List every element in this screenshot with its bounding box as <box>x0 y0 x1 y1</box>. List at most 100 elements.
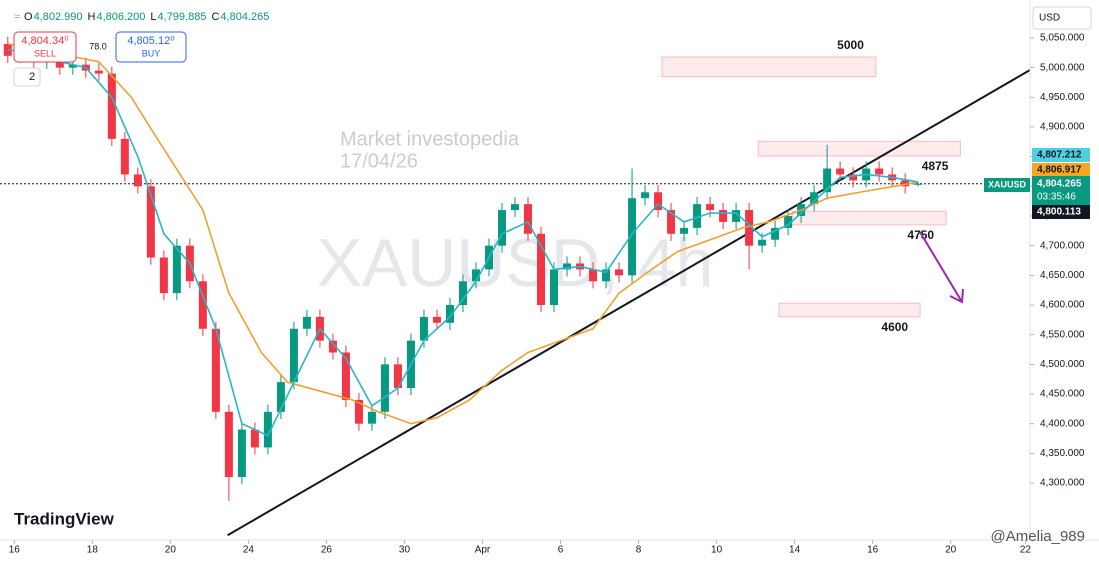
candle-body <box>133 174 142 187</box>
moving-average <box>7 43 919 425</box>
candle-body <box>497 210 506 246</box>
price-label-name: XAUUSD <box>988 179 1027 189</box>
watermark-symbol: XAUUSD, 4h <box>317 225 714 301</box>
candle-body <box>172 245 181 294</box>
x-tick-label: 20 <box>165 545 177 556</box>
x-tick-label: 16 <box>9 545 21 556</box>
candle-body <box>602 269 611 282</box>
y-tick-label: 4,400.000 <box>1040 418 1085 429</box>
x-tick-label: 30 <box>399 545 411 556</box>
candle-body <box>198 281 207 329</box>
trendline <box>227 69 1031 537</box>
sell-button[interactable] <box>13 31 77 63</box>
candle-body <box>641 192 650 199</box>
candle-body <box>628 198 637 276</box>
candle-body <box>419 316 428 341</box>
indicators-count[interactable]: 2 <box>29 71 35 83</box>
sell-label[interactable]: SELL <box>34 48 56 58</box>
candle-body <box>211 328 220 412</box>
candle-body <box>758 239 767 246</box>
candle-body <box>823 168 832 193</box>
x-tick-label: 8 <box>636 545 642 556</box>
candle-body <box>250 429 259 448</box>
price-label-value: 4,804.265 <box>1037 179 1082 190</box>
ohlc-key: C <box>211 11 219 23</box>
zone-label: 4600 <box>881 320 908 334</box>
candle-body <box>784 216 793 228</box>
logo: TradingView <box>14 509 115 528</box>
price-label-timer: 03:35:46 <box>1037 192 1076 203</box>
x-tick-label: 24 <box>243 545 255 556</box>
y-tick-label: 4,700.000 <box>1040 240 1085 251</box>
candle-body <box>667 210 676 234</box>
candle-body <box>445 305 454 323</box>
y-tick-label: 5,050.000 <box>1040 33 1085 44</box>
candle-body <box>458 281 467 306</box>
candle-body <box>263 411 272 448</box>
candle-body <box>341 352 350 400</box>
candle-body <box>276 382 285 412</box>
currency-select[interactable] <box>1032 6 1092 30</box>
zone <box>791 210 947 226</box>
candle-body <box>224 411 233 478</box>
plot: 5000487547504600 <box>0 36 1031 537</box>
candle-body <box>550 269 559 306</box>
candle-body <box>589 269 598 282</box>
candle-body <box>732 210 741 222</box>
ohlc-key: L <box>150 11 156 23</box>
x-tick-label: 20 <box>945 545 957 556</box>
candle-body <box>680 227 689 234</box>
x-tick-label: 14 <box>789 545 801 556</box>
candle-body <box>3 43 12 56</box>
zone <box>661 56 877 78</box>
sell-price[interactable]: 4,804.34⁰ <box>21 35 69 47</box>
candle-body <box>745 210 754 246</box>
arrow-head <box>949 288 964 304</box>
watermark-line2: 17/04/26 <box>340 150 418 172</box>
ohlc-value: 4,802.990 <box>34 11 83 23</box>
candle-body <box>55 58 64 68</box>
zone <box>757 140 961 157</box>
watermark-line1: Market investopedia <box>340 128 520 150</box>
candle-body <box>654 192 663 211</box>
symbol-icon: ≈ <box>14 11 20 23</box>
buy-price[interactable]: 4,805.12⁰ <box>127 35 175 47</box>
candle-body <box>719 210 728 222</box>
candle-body <box>810 192 819 205</box>
candle-body <box>367 411 376 424</box>
price-label-value: 4,806.917 <box>1037 165 1082 176</box>
candle-body <box>432 316 441 323</box>
ohlc-value: 4,799.885 <box>158 11 207 23</box>
ohlc-key: H <box>88 11 96 23</box>
arrow <box>919 231 963 303</box>
x-tick-label: 18 <box>87 545 99 556</box>
candle-body <box>849 174 858 181</box>
candle-body <box>380 364 389 412</box>
candle-body <box>393 364 402 389</box>
candle-body <box>302 316 311 329</box>
y-tick-label: 4,950.000 <box>1040 92 1085 103</box>
candle-body <box>836 168 845 175</box>
price-label-bg <box>1032 148 1090 162</box>
x-tick-label: 10 <box>711 545 723 556</box>
zone-label: 4875 <box>922 159 949 173</box>
candle-body <box>693 204 702 228</box>
y-tick-label: 4,900.000 <box>1040 122 1085 133</box>
price-label-bg <box>984 178 1030 192</box>
candle-body <box>875 168 884 175</box>
candle-body <box>120 138 129 175</box>
candle-body <box>914 183 923 185</box>
buy-label[interactable]: BUY <box>142 48 161 58</box>
buy-button[interactable] <box>115 31 187 63</box>
y-tick-label: 4,300.000 <box>1040 478 1085 489</box>
currency[interactable]: USD <box>1039 13 1060 24</box>
zone <box>778 302 921 318</box>
spread: 78.0 <box>89 41 107 51</box>
candle-body <box>537 233 546 306</box>
candle-body <box>68 64 77 68</box>
price-label-value: 4,800.113 <box>1037 207 1081 218</box>
indicators-toggle[interactable] <box>13 67 41 87</box>
price-label-bg <box>1032 163 1090 177</box>
